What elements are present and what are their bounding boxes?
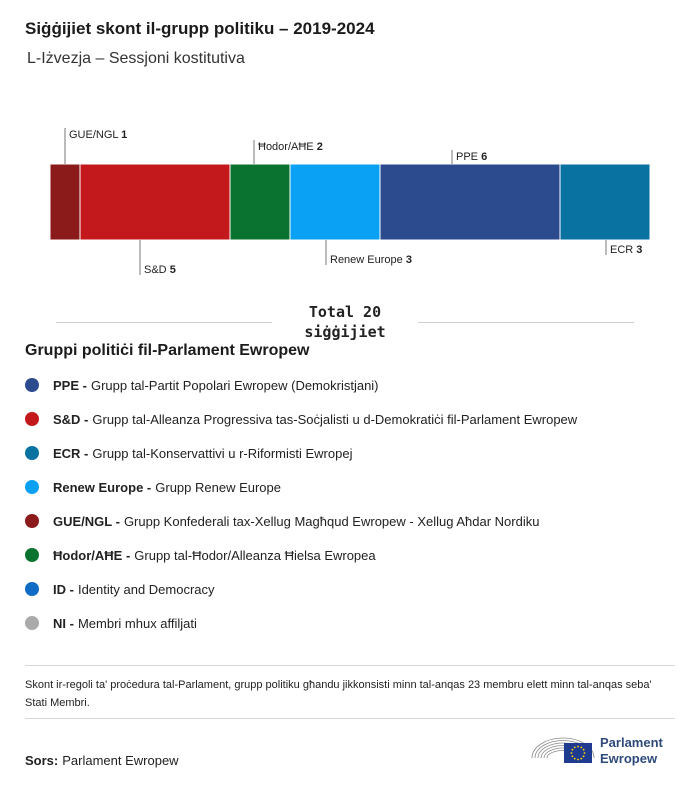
total-seats-line1: Total 20 (308, 303, 382, 321)
legend-swatch (25, 514, 39, 528)
bar-label: Renew Europe 3 (330, 254, 412, 266)
source-label: Sors: (25, 753, 59, 768)
legend-name: Membri mhux affiljati (77, 615, 197, 631)
legend-swatch (25, 582, 39, 596)
logo-wordmark: Parlament Ewropew (600, 735, 663, 767)
legend-item: GUE/NGL - Grupp Konfederali tax-Xellug Ma… (25, 504, 577, 538)
legend-swatch (25, 412, 39, 426)
legend-item: PPE - Grupp tal-Partit Popolari Ewropew (… (25, 368, 577, 402)
bar-segment (289, 163, 381, 241)
total-divider-left (56, 322, 272, 323)
legend-name: Identity and Democracy (77, 581, 215, 597)
legend-abbr: GUE/NGL - (53, 513, 120, 529)
bar-segment (379, 163, 561, 241)
legend-name: Grupp Renew Europe (155, 479, 281, 495)
legend-name: Grupp Konfederali tax-Xellug Magħqud Ewr… (123, 513, 540, 529)
legend-item: ECR - Grupp tal-Konservattivi u r-Riformi… (25, 436, 577, 470)
legend-swatch (25, 616, 39, 630)
stacked-bar-chart: GUE/NGL 1 S&D 5 Ħodor/AĦE 2 Renew Europe 3 P… (49, 128, 651, 276)
legend-abbr: NI - (53, 615, 74, 631)
bar-segment (559, 163, 651, 241)
bar-label: Ħodor/AĦE 2 (258, 141, 323, 153)
legend-abbr: PPE - (53, 377, 87, 393)
total-seats-label: Total 20 siġġijiet (272, 302, 418, 342)
logo-line2: Ewropew (600, 751, 658, 766)
legend-item: NI - Membri mhux affiljati (25, 606, 577, 640)
bar-label: PPE 6 (456, 151, 487, 163)
legend-abbr: Renew Europe - (53, 479, 152, 495)
legend-name: Grupp tal-Alleanza Progressiva tas-Soċja… (92, 411, 578, 427)
bar-label: ECR 3 (610, 244, 642, 256)
legend-item: Ħodor/AĦE - Grupp tal-Ħodor/Alleanza Ħiel… (25, 538, 577, 572)
note-divider-top (25, 665, 675, 666)
bar-label: GUE/NGL 1 (69, 129, 127, 141)
legend-name: Grupp tal-Konservattivi u r-Riformisti E… (92, 445, 353, 461)
legend-swatch (25, 548, 39, 562)
legend-swatch (25, 378, 39, 392)
legend-swatch (25, 446, 39, 460)
parliament-hemicycle-icon (531, 737, 595, 763)
legend-item: ID - Identity and Democracy (25, 572, 577, 606)
source-value: Parlament Ewropew (62, 753, 179, 768)
legend-title: Gruppi politiċi fil-Parlament Ewropew (25, 342, 310, 359)
legend-abbr: S&D - (53, 411, 89, 427)
legend-name: Grupp tal-Ħodor/Alleanza Ħielsa Ewropea (134, 547, 376, 563)
european-parliament-logo: Parlament Ewropew (528, 728, 678, 768)
bar-label: S&D 5 (144, 264, 176, 276)
legend-item: Renew Europe - Grupp Renew Europe (25, 470, 577, 504)
total-seats-line2: siġġijiet (304, 323, 386, 341)
total-divider-right (418, 322, 634, 323)
footnote: Skont ir-regoli ta' proċedura tal-Parlam… (25, 679, 652, 709)
legend-name: Grupp tal-Partit Popolari Ewropew (Demok… (90, 377, 379, 393)
bar-segment (49, 163, 81, 241)
legend-swatch (25, 480, 39, 494)
bar-segment (79, 163, 231, 241)
note-divider-bottom (25, 718, 675, 719)
legend-abbr: Ħodor/AĦE - (53, 547, 131, 563)
bar-segment (229, 163, 291, 241)
source-line: Sors: Parlament Ewropew (25, 753, 179, 768)
chart-title: Siġġijiet skont il-grupp politiku – 2019… (25, 19, 375, 38)
logo-line1: Parlament (600, 735, 663, 750)
legend-abbr: ID - (53, 581, 74, 597)
legend-item: S&D - Grupp tal-Alleanza Progressiva tas-… (25, 402, 577, 436)
legend-abbr: ECR - (53, 445, 89, 461)
legend: PPE - Grupp tal-Partit Popolari Ewropew (… (25, 368, 577, 640)
chart-subtitle: L-Iżvezja – Sessjoni kostitutiva (27, 50, 245, 67)
